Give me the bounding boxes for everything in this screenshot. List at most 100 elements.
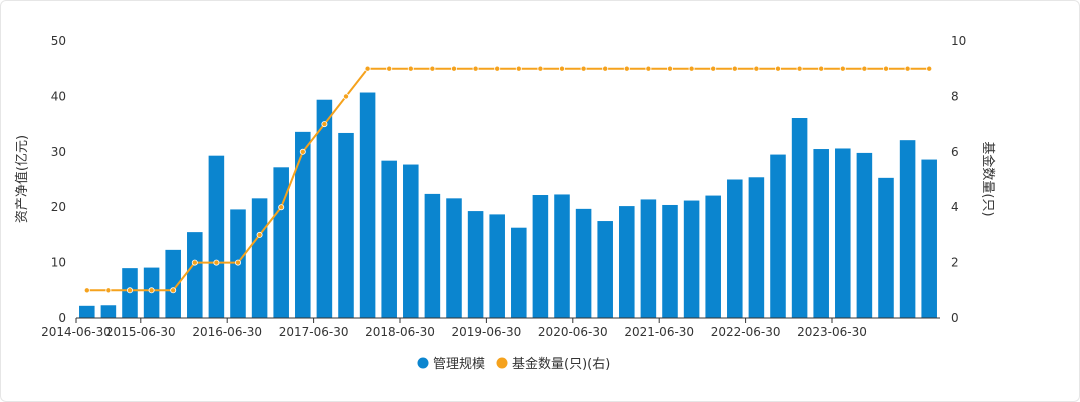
line-point-6[interactable] <box>213 259 220 266</box>
line-point-5[interactable] <box>191 259 198 266</box>
bar-4[interactable] <box>165 249 181 318</box>
line-point-8[interactable] <box>256 231 263 238</box>
line-point-34[interactable] <box>818 65 825 72</box>
line-point-25[interactable] <box>623 65 630 72</box>
line-point-30[interactable] <box>731 65 738 72</box>
bar-23[interactable] <box>575 208 592 318</box>
left-axis-ticks: 0 10 20 30 40 50 <box>51 34 66 325</box>
line-point-35[interactable] <box>839 65 846 72</box>
legend: 管理规模 基金数量(只)(右) <box>417 356 611 372</box>
right-tick-1: 2 <box>951 256 959 270</box>
line-point-19[interactable] <box>494 65 501 72</box>
line-point-38[interactable] <box>904 65 911 72</box>
left-tick-0: 0 <box>58 311 66 325</box>
line-point-29[interactable] <box>710 65 717 72</box>
line-point-27[interactable] <box>667 65 674 72</box>
bar-18[interactable] <box>467 211 484 318</box>
line-point-2[interactable] <box>127 287 134 294</box>
bar-36[interactable] <box>856 152 873 318</box>
line-point-26[interactable] <box>645 65 652 72</box>
right-axis-ticks: 0 2 4 6 8 10 <box>951 34 966 325</box>
x-tick-label-3: 2017-06-30 <box>279 325 349 339</box>
bar-11[interactable] <box>316 99 333 318</box>
right-tick-2: 4 <box>951 200 959 214</box>
bar-13[interactable] <box>359 92 376 319</box>
bar-12[interactable] <box>338 132 354 318</box>
legend-label-bar: 管理规模 <box>433 357 485 372</box>
line-point-20[interactable] <box>515 65 522 72</box>
legend-marker-line <box>496 357 508 369</box>
bar-10[interactable] <box>295 131 311 318</box>
line-point-1[interactable] <box>105 287 112 294</box>
line-point-9[interactable] <box>278 204 285 211</box>
line-point-13[interactable] <box>364 65 371 72</box>
left-tick-3: 30 <box>51 145 66 159</box>
line-point-7[interactable] <box>234 259 241 266</box>
line-point-10[interactable] <box>299 148 306 155</box>
bar-19[interactable] <box>489 214 505 318</box>
bar-8[interactable] <box>251 198 268 318</box>
bar-30[interactable] <box>727 179 743 319</box>
bar-17[interactable] <box>446 198 462 318</box>
bar-15[interactable] <box>403 164 419 318</box>
bar-24[interactable] <box>597 221 613 318</box>
bar-0[interactable] <box>79 305 95 318</box>
line-point-22[interactable] <box>559 65 566 72</box>
bar-39[interactable] <box>921 159 937 318</box>
right-tick-5: 10 <box>951 34 966 48</box>
bar-14[interactable] <box>381 160 397 318</box>
line-point-18[interactable] <box>472 65 479 72</box>
line-point-12[interactable] <box>342 93 349 100</box>
bar-27[interactable] <box>662 204 678 318</box>
line-point-11[interactable] <box>321 121 328 128</box>
bar-29[interactable] <box>705 195 721 318</box>
bar-6[interactable] <box>208 155 225 318</box>
line-point-23[interactable] <box>580 65 587 72</box>
bar-38[interactable] <box>899 140 916 318</box>
bar-16[interactable] <box>424 193 441 318</box>
line-point-21[interactable] <box>537 65 544 72</box>
line-point-16[interactable] <box>429 65 436 72</box>
bar-1[interactable] <box>100 305 117 318</box>
line-point-36[interactable] <box>861 65 868 72</box>
line-series-path <box>86 67 930 292</box>
line-point-28[interactable] <box>688 65 695 72</box>
bar-31[interactable] <box>748 177 765 318</box>
line-point-24[interactable] <box>602 65 609 72</box>
x-tick-label-2: 2016-06-30 <box>192 325 262 339</box>
bars-layer <box>79 92 937 319</box>
right-tick-3: 6 <box>951 145 959 159</box>
line-point-4[interactable] <box>170 287 177 294</box>
line-point-17[interactable] <box>450 65 457 72</box>
bar-33[interactable] <box>791 118 808 318</box>
x-tick-label-9: 2023-06-30 <box>797 325 867 339</box>
line-point-31[interactable] <box>753 65 760 72</box>
line-point-15[interactable] <box>407 65 414 72</box>
right-axis-title: 基金数量(只) <box>980 141 996 216</box>
line-point-37[interactable] <box>883 65 890 72</box>
bar-20[interactable] <box>511 227 527 318</box>
legend-item-line[interactable]: 基金数量(只)(右) <box>496 356 611 372</box>
left-tick-4: 40 <box>51 89 66 103</box>
bar-34[interactable] <box>813 149 829 318</box>
line-point-33[interactable] <box>796 65 803 72</box>
bar-35[interactable] <box>835 148 851 318</box>
line-point-3[interactable] <box>148 287 155 294</box>
bar-9[interactable] <box>273 167 289 318</box>
bar-21[interactable] <box>532 195 549 318</box>
x-tick-label-8: 2022-06-30 <box>711 325 781 339</box>
bar-22[interactable] <box>554 194 570 318</box>
bar-32[interactable] <box>770 154 786 318</box>
bar-28[interactable] <box>683 200 700 318</box>
bar-25[interactable] <box>619 206 635 318</box>
bar-37[interactable] <box>878 177 894 318</box>
line-point-39[interactable] <box>926 65 933 72</box>
line-point-14[interactable] <box>386 65 393 72</box>
bar-26[interactable] <box>640 199 657 318</box>
line-point-32[interactable] <box>775 65 782 72</box>
bar-5[interactable] <box>187 232 203 318</box>
legend-item-bar[interactable]: 管理规模 <box>417 357 486 372</box>
right-tick-4: 8 <box>951 89 959 103</box>
line-point-0[interactable] <box>83 287 90 294</box>
